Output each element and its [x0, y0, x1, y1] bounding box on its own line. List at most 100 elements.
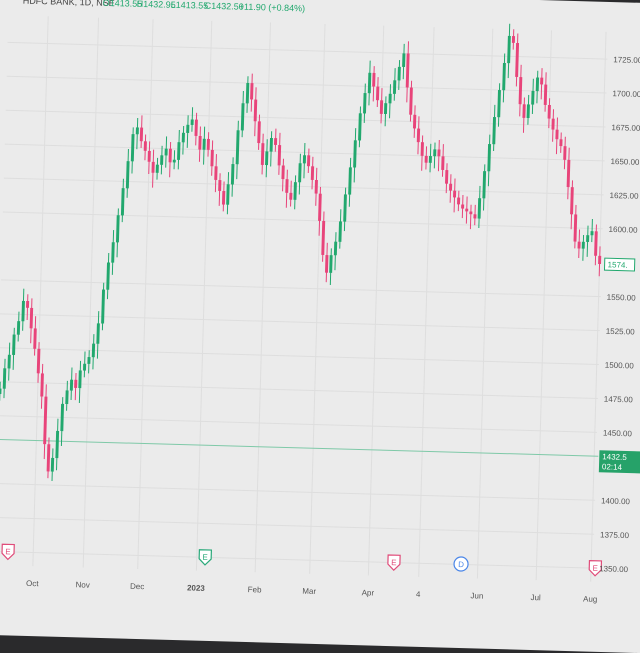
event-label: E	[391, 558, 397, 567]
candle-body	[457, 198, 460, 205]
grid-line	[419, 27, 434, 577]
grid-line	[310, 24, 325, 574]
event-label: E	[202, 553, 208, 562]
event-label: E	[5, 547, 11, 556]
candle-body	[298, 163, 301, 182]
candle-body	[182, 133, 185, 143]
candle-body	[465, 209, 468, 212]
candle-body	[60, 404, 64, 431]
candle-body	[111, 242, 115, 262]
candle-body	[131, 134, 135, 161]
event-label: D	[458, 560, 464, 569]
candle-body	[441, 156, 444, 170]
candle-body	[482, 171, 486, 198]
time-tick-label: Feb	[248, 585, 263, 594]
time-tick-label: Apr	[362, 588, 375, 597]
candle-body	[502, 63, 506, 90]
grid-line	[0, 382, 598, 399]
time-axis[interactable]: OctNovDec2023FebMarApr4JunJulAugSe	[26, 579, 640, 605]
candle-body	[413, 115, 416, 129]
candle-body	[40, 373, 44, 396]
candle-body	[160, 155, 163, 165]
candle-body	[33, 328, 37, 348]
price-axis[interactable]: 1350.001375.001400.001450.001475.001500.…	[599, 55, 640, 574]
candle-body	[169, 149, 172, 163]
candle-body	[152, 162, 155, 173]
candle-body	[165, 149, 168, 156]
grid-line	[138, 19, 153, 569]
time-tick-label: Jul	[530, 593, 541, 602]
candle-body	[318, 194, 322, 221]
candle-body	[551, 119, 554, 130]
candle-body	[289, 193, 292, 200]
candle-body	[578, 242, 581, 249]
candle-body	[126, 161, 130, 188]
candle-body	[348, 167, 352, 194]
price-tick-label: 1650.00	[610, 157, 640, 167]
grid-line	[0, 484, 595, 501]
event-label: E	[592, 564, 598, 573]
candle-body	[207, 139, 210, 150]
grid-line	[196, 21, 211, 571]
candle-body	[177, 142, 180, 160]
grid-line	[0, 517, 594, 534]
low-value: L1413.55	[171, 0, 209, 11]
candle-body	[307, 155, 310, 166]
candle-body	[453, 191, 456, 198]
candle-body	[26, 301, 29, 308]
candle-body	[74, 380, 77, 388]
candle-body	[278, 145, 282, 165]
candle-body	[417, 128, 420, 142]
symbol-label[interactable]: HDFC BANK, 1D, NSE	[23, 0, 115, 8]
candle-body	[582, 242, 585, 249]
chart-header: HDFC BANK, 1D, NSE O1413.55 H1432.95 L14…	[23, 0, 306, 13]
candle-body	[214, 166, 217, 180]
candle-body	[429, 156, 432, 163]
time-tick-label: Mar	[302, 587, 316, 596]
candle-body	[433, 149, 436, 156]
candle-body	[241, 103, 245, 130]
candle-body	[329, 255, 332, 273]
candle-body	[303, 155, 306, 163]
candle-body	[51, 458, 54, 472]
candle-body	[425, 156, 428, 163]
candle-body	[563, 146, 566, 160]
candle-body	[311, 166, 314, 180]
time-tick-label: Jun	[470, 591, 483, 600]
candle-body	[21, 301, 25, 321]
candle-body	[43, 397, 47, 445]
candle-body	[461, 204, 464, 208]
candle-body	[265, 151, 268, 165]
price-tag-countdown: 02:14	[602, 462, 623, 472]
candle-body	[17, 321, 20, 335]
candle-body	[393, 80, 396, 94]
candle-body	[358, 113, 362, 140]
candle-body	[246, 83, 250, 103]
candle-body	[544, 84, 548, 104]
time-tick-label: Oct	[26, 579, 39, 588]
candle-body	[598, 256, 601, 264]
candle-body	[536, 77, 539, 91]
candle-body	[567, 160, 571, 187]
price-tick-label: 1475.00	[604, 395, 634, 405]
price-tick-label: 1600.00	[608, 225, 638, 235]
candle-body	[321, 221, 325, 255]
price-tick-label: 1350.00	[599, 564, 629, 574]
candle-body	[121, 188, 125, 215]
candle-body	[522, 104, 525, 118]
candle-body	[555, 130, 558, 140]
price-tag: 1432.5 02:14	[599, 450, 640, 473]
candle-body	[274, 138, 277, 145]
candle-body	[12, 335, 16, 355]
candle-body	[368, 73, 372, 93]
candle-body	[478, 198, 482, 218]
candle-body	[3, 368, 7, 388]
candle-body	[421, 142, 424, 156]
candle-body	[515, 43, 519, 77]
horizontal-price-line[interactable]	[0, 439, 598, 456]
grid-line	[0, 416, 597, 433]
candle-wick	[470, 205, 471, 229]
candle-body	[570, 187, 574, 214]
candle-body	[173, 160, 176, 163]
